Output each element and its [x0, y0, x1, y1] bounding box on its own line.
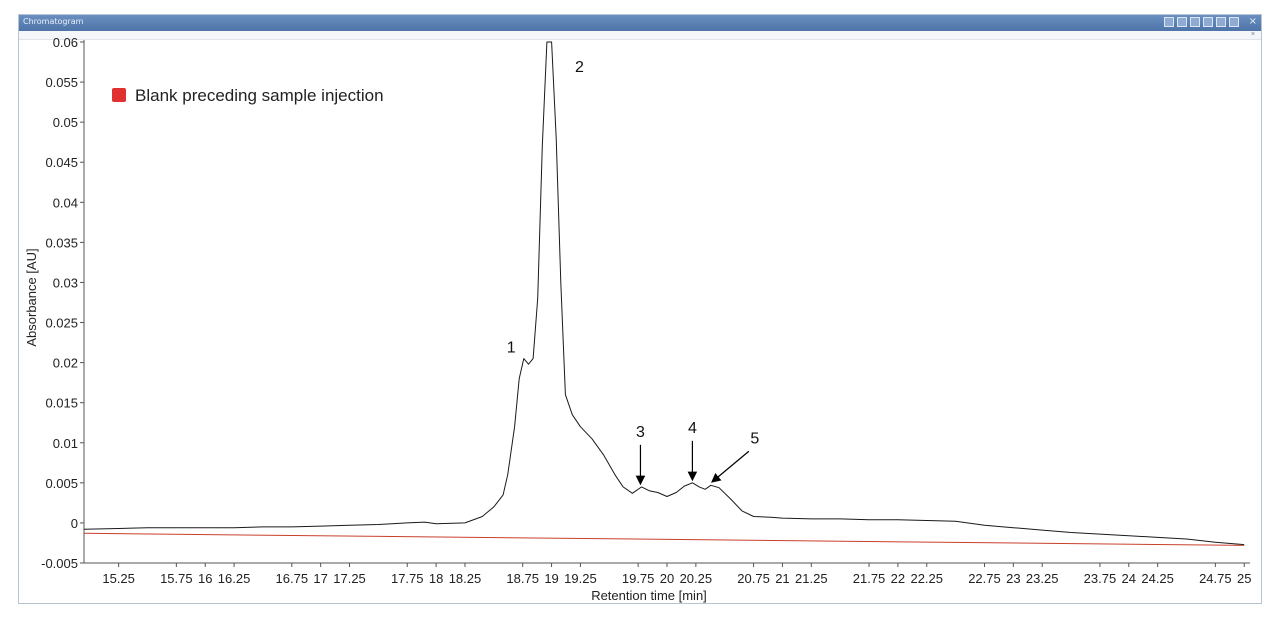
x-tick-label: 17.25 [333, 571, 366, 586]
sample-trace-line [84, 41, 1245, 546]
close-icon[interactable]: × [1248, 16, 1257, 27]
tab-close-icon[interactable]: × [1250, 31, 1255, 38]
x-tick-label: 19 [544, 571, 558, 586]
x-tick-label: 16.25 [218, 571, 251, 586]
peak-label: 2 [575, 59, 584, 76]
x-tick-label: 19.75 [622, 571, 655, 586]
y-tick-label: -0.005 [41, 556, 78, 571]
dropdown-icon[interactable] [1216, 17, 1226, 27]
x-tick-label: 22.75 [968, 571, 1001, 586]
peak-label: 3 [636, 424, 645, 441]
x-tick-label: 18.75 [506, 571, 539, 586]
x-tick-label: 21.75 [853, 571, 886, 586]
y-tick-label: 0.035 [45, 235, 78, 250]
x-tick-label: 20 [660, 571, 674, 586]
x-tick-label: 18 [429, 571, 443, 586]
peak-label: 5 [750, 430, 759, 447]
blank-trace-line [84, 532, 1245, 546]
x-tick-label: 20.75 [737, 571, 770, 586]
x-tick-label: 24.75 [1199, 571, 1232, 586]
x-tick-label: 17 [313, 571, 327, 586]
x-tick-label: 16 [198, 571, 212, 586]
y-tick-label: 0.02 [53, 356, 78, 371]
y-tick-label: 0.025 [45, 316, 78, 331]
y-tick-label: 0.005 [45, 476, 78, 491]
legend-label: Blank preceding sample injection [135, 86, 384, 105]
x-tick-label: 22 [891, 571, 905, 586]
fit-icon[interactable] [1177, 17, 1187, 27]
x-axis-label: Retention time [min] [591, 588, 707, 603]
x-tick-label: 18.25 [449, 571, 482, 586]
x-tick-label: 15.25 [102, 571, 135, 586]
y-tick-label: 0 [71, 516, 78, 531]
y-axis-label: Absorbance [AU] [24, 248, 39, 346]
x-tick-label: 17.75 [391, 571, 424, 586]
x-tick-label: 23.75 [1084, 571, 1117, 586]
plot-area [84, 41, 1245, 546]
window-toolbar [1164, 17, 1239, 27]
y-tick-label: 0.01 [53, 436, 78, 451]
x-tick-label: 24 [1122, 571, 1136, 586]
y-tick-label: 0.045 [45, 155, 78, 170]
x-tick-label: 23.25 [1026, 571, 1059, 586]
table-icon[interactable] [1190, 17, 1200, 27]
move-icon[interactable] [1229, 17, 1239, 27]
y-tick-label: 0.05 [53, 115, 78, 130]
peak-label: 1 [507, 340, 516, 357]
x-tick-label: 23 [1006, 571, 1020, 586]
chromatogram-window: Chromatogram × × [18, 14, 1262, 604]
export-icon[interactable] [1203, 17, 1213, 27]
y-tick-label: 0.04 [53, 195, 78, 210]
x-tick-label: 15.75 [160, 571, 193, 586]
x-tick-label: 20.25 [680, 571, 713, 586]
x-tick-label: 21.25 [795, 571, 828, 586]
y-tick-label: 0.03 [53, 275, 78, 290]
x-tick-label: 21 [775, 571, 789, 586]
window-title: Chromatogram [23, 17, 84, 26]
x-tick-label: 22.25 [910, 571, 943, 586]
legend-swatch [112, 88, 126, 102]
y-tick-label: 0.06 [53, 35, 78, 50]
x-tick-label: 16.75 [276, 571, 309, 586]
y-tick-label: 0.015 [45, 396, 78, 411]
zoom-icon[interactable] [1164, 17, 1174, 27]
x-tick-label: 24.25 [1141, 571, 1174, 586]
window-titlebar[interactable]: Chromatogram × [19, 15, 1261, 31]
peak-label: 4 [688, 420, 697, 437]
x-tick-label: 19.25 [564, 571, 597, 586]
tab-strip [19, 31, 1261, 40]
x-tick-label: 25 [1237, 571, 1251, 586]
y-tick-label: 0.055 [45, 75, 78, 90]
peak-arrow [711, 450, 750, 483]
